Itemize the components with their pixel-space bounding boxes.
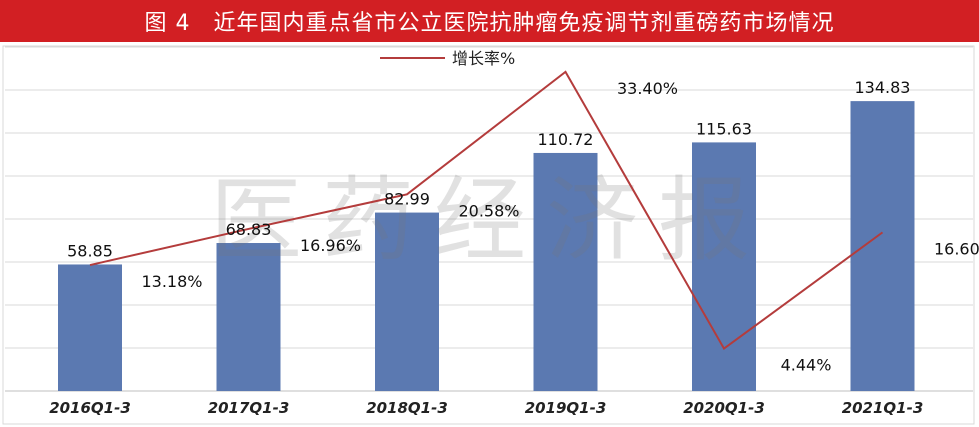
- growth-value-labels: 13.18% 16.96% 20.58% 33.40% 4.44% 16.60%: [141, 79, 979, 375]
- watermark: 医药经济报: [210, 167, 770, 274]
- bar-value-labels: 58.85 68.83 82.99 110.72 115.63 134.83: [67, 78, 910, 260]
- growth-line: [89, 70, 884, 351]
- growth-value-label: 4.44%: [781, 356, 832, 375]
- legend: 增长率%: [380, 49, 515, 68]
- x-tick-label: 2017Q1-3: [208, 399, 290, 417]
- x-tick-label: 2018Q1-3: [366, 399, 448, 417]
- bar-value-label: 110.72: [538, 130, 594, 149]
- bar-value-label: 134.83: [855, 78, 911, 97]
- chart-title: 图 4 近年国内重点省市公立医院抗肿瘤免疫调节剂重磅药市场情况: [0, 0, 979, 42]
- bar-series: [58, 101, 915, 391]
- bar: [58, 264, 122, 391]
- bar-value-label: 58.85: [67, 241, 113, 260]
- x-tick-label: 2020Q1-3: [683, 399, 765, 417]
- x-tick-label: 2016Q1-3: [49, 399, 131, 417]
- bar: [850, 101, 915, 391]
- bar: [216, 243, 281, 391]
- x-tick-label: 2019Q1-3: [525, 399, 607, 417]
- plot-frame: [2, 45, 975, 425]
- x-axis-tick-labels: 2016Q1-3 2017Q1-3 2018Q1-3 2019Q1-3 2020Q1-3…: [49, 399, 923, 417]
- bar-value-label: 68.83: [226, 220, 272, 239]
- growth-value-label: 16.96%: [300, 236, 361, 255]
- legend-label: 增长率%: [452, 49, 515, 68]
- gridlines: [5, 46, 973, 392]
- bar-value-label: 82.99: [384, 190, 430, 209]
- growth-value-label: 20.58%: [458, 201, 519, 220]
- bar: [533, 152, 598, 391]
- growth-value-label: 33.40%: [617, 79, 678, 98]
- growth-line-series: [89, 70, 884, 351]
- x-tick-label: 2021Q1-3: [842, 399, 924, 417]
- growth-value-label: 16.60%: [934, 239, 979, 258]
- growth-value-label: 13.18%: [141, 272, 202, 291]
- bar: [375, 212, 439, 391]
- bar-value-label: 115.63: [696, 119, 752, 138]
